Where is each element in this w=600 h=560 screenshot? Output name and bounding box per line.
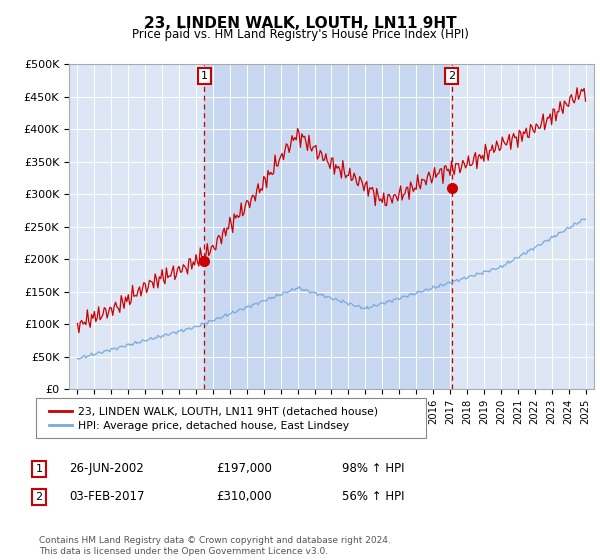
Bar	[205, 64, 452, 389]
Text: Price paid vs. HM Land Registry's House Price Index (HPI): Price paid vs. HM Land Registry's House …	[131, 28, 469, 41]
Text: 2: 2	[35, 492, 43, 502]
Text: £197,000: £197,000	[216, 462, 272, 475]
Text: 2: 2	[448, 71, 455, 81]
Text: 23, LINDEN WALK, LOUTH, LN11 9HT: 23, LINDEN WALK, LOUTH, LN11 9HT	[143, 16, 457, 31]
Text: £310,000: £310,000	[216, 490, 272, 503]
Text: 26-JUN-2002: 26-JUN-2002	[69, 462, 144, 475]
Text: 03-FEB-2017: 03-FEB-2017	[69, 490, 145, 503]
Text: 1: 1	[35, 464, 43, 474]
Text: Contains HM Land Registry data © Crown copyright and database right 2024.
This d: Contains HM Land Registry data © Crown c…	[39, 536, 391, 556]
Text: 56% ↑ HPI: 56% ↑ HPI	[342, 490, 404, 503]
Legend: 23, LINDEN WALK, LOUTH, LN11 9HT (detached house), HPI: Average price, detached : 23, LINDEN WALK, LOUTH, LN11 9HT (detach…	[46, 403, 381, 434]
Text: 98% ↑ HPI: 98% ↑ HPI	[342, 462, 404, 475]
Text: 1: 1	[201, 71, 208, 81]
